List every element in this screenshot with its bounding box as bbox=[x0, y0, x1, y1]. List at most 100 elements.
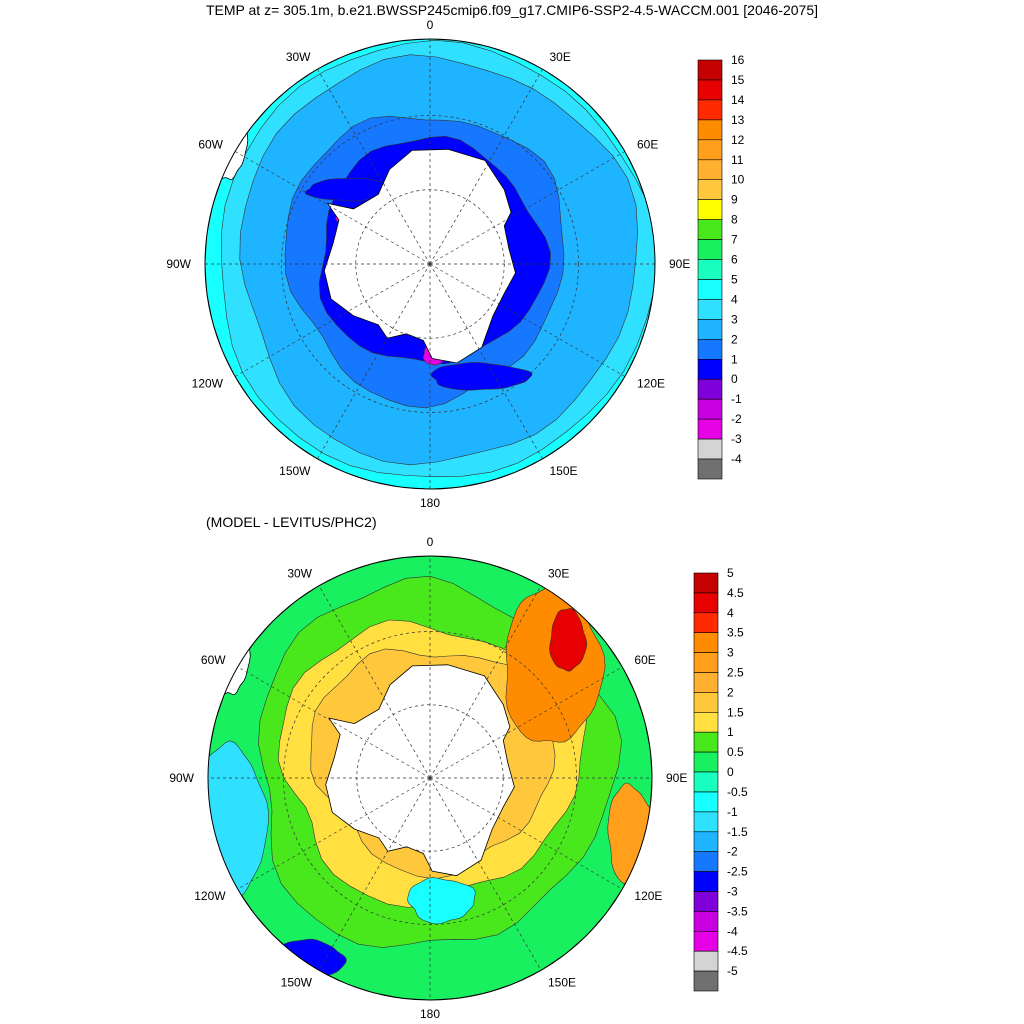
longitude-label: 60E bbox=[634, 653, 655, 667]
colorbar-swatch bbox=[697, 319, 723, 340]
longitude-label: 120W bbox=[192, 377, 224, 391]
colorbar-tick-label: 0 bbox=[731, 372, 738, 386]
colorbar-tick-label: 9 bbox=[731, 193, 738, 207]
colorbar-swatch bbox=[693, 711, 719, 733]
antarctica-land bbox=[323, 148, 516, 364]
colorbar-swatch bbox=[693, 612, 719, 633]
colorbar-swatch bbox=[697, 179, 723, 200]
colorbar-swatch bbox=[693, 672, 719, 693]
meridian-line bbox=[429, 263, 543, 460]
meridian-line bbox=[429, 777, 623, 890]
colorbar-tick-label: -5 bbox=[727, 964, 738, 978]
colorbar-swatch bbox=[693, 572, 719, 594]
longitude-label: 120E bbox=[637, 377, 665, 391]
meridian-line bbox=[317, 68, 431, 265]
colorbar-swatch bbox=[697, 259, 723, 280]
colorbar-swatch bbox=[693, 751, 719, 773]
meridian-line bbox=[429, 777, 542, 971]
colorbar-swatch bbox=[693, 791, 719, 813]
colorbar-swatch bbox=[693, 692, 719, 713]
meridian-line bbox=[429, 666, 623, 779]
colorbar-swatch bbox=[693, 831, 719, 852]
colorbar-swatch bbox=[697, 458, 723, 480]
colorbar-swatch bbox=[693, 911, 719, 932]
colorbar-tick-label: 1.5 bbox=[727, 705, 744, 719]
colorbar-swatch bbox=[697, 418, 723, 440]
meridian-line bbox=[318, 777, 431, 971]
colorbar-tick-label: 0.5 bbox=[727, 745, 744, 759]
longitude-label: 120E bbox=[634, 889, 662, 903]
longitude-label: 150E bbox=[548, 975, 576, 989]
meridian-line bbox=[429, 263, 626, 377]
antarctica-land bbox=[325, 664, 515, 877]
longitude-label: 30W bbox=[287, 567, 312, 581]
sub-title: (MODEL - LEVITUS/PHC2) bbox=[206, 514, 377, 530]
longitude-label: 30E bbox=[548, 567, 569, 581]
colorbar-tick-label: 5 bbox=[727, 566, 734, 580]
colorbar-swatch bbox=[697, 299, 723, 320]
colorbar-tick-label: -1 bbox=[727, 805, 738, 819]
longitude-label: 180 bbox=[420, 1007, 440, 1021]
colorbar-tick-label: 10 bbox=[731, 173, 745, 187]
meridian-line bbox=[234, 151, 431, 265]
colorbar-tick-label: -2 bbox=[731, 412, 742, 426]
colorbar-swatch bbox=[697, 119, 723, 141]
colorbar-tick-label: -0.5 bbox=[727, 785, 748, 799]
colorbar-swatch bbox=[693, 632, 719, 653]
colorbar-tick-label: 3 bbox=[731, 312, 738, 326]
longitude-label: 60E bbox=[637, 138, 658, 152]
colorbar-swatch bbox=[693, 811, 719, 833]
contour-band bbox=[407, 877, 476, 925]
colorbar-2: 5 4.5 4 3.5 3 2.5 2 1.5 1 0.5 0 -0.5 -1 -1.5 -2 -2.5 -3 -… bbox=[693, 566, 748, 992]
map-fill bbox=[205, 39, 655, 489]
colorbar-swatch bbox=[693, 930, 719, 952]
colorbar-tick-label: -3 bbox=[731, 432, 742, 446]
meridian-line bbox=[429, 585, 542, 779]
colorbar-tick-label: -1.5 bbox=[727, 825, 748, 839]
colorbar-tick-label: 2 bbox=[731, 332, 738, 346]
colorbar-swatch bbox=[693, 970, 719, 992]
colorbar-swatch bbox=[697, 199, 723, 220]
colorbar-swatch bbox=[693, 891, 719, 912]
longitude-label: 60W bbox=[201, 653, 226, 667]
longitude-label: 90W bbox=[169, 771, 194, 785]
longitude-label: 0 bbox=[427, 18, 434, 32]
colorbar-tick-label: 16 bbox=[731, 53, 745, 67]
meridian-line bbox=[317, 263, 431, 460]
colorbar-swatch bbox=[697, 358, 723, 380]
longitude-label: 150E bbox=[550, 464, 578, 478]
colorbar-tick-label: -4 bbox=[727, 924, 738, 938]
meridian-line bbox=[237, 666, 431, 779]
meridian-line bbox=[234, 263, 431, 377]
colorbar-tick-label: 0 bbox=[727, 765, 734, 779]
colorbar-swatch bbox=[697, 398, 723, 420]
colorbar-swatch bbox=[697, 139, 723, 161]
longitude-label: 90E bbox=[666, 771, 687, 785]
colorbar-swatch bbox=[693, 950, 719, 972]
longitude-label: 0 bbox=[427, 535, 434, 549]
colorbar-tick-label: 4 bbox=[727, 606, 734, 620]
colorbar-swatch bbox=[697, 99, 723, 121]
longitude-label: 180 bbox=[420, 496, 440, 510]
colorbar-tick-label: -3 bbox=[727, 885, 738, 899]
map-border bbox=[207, 555, 653, 1001]
colorbar-swatch bbox=[697, 219, 723, 240]
colorbar-tick-label: 2 bbox=[727, 685, 734, 699]
colorbar-tick-label: 3 bbox=[727, 646, 734, 660]
longitude-label: 60W bbox=[198, 138, 223, 152]
colorbar-tick-label: -2 bbox=[727, 845, 738, 859]
contour-band bbox=[549, 608, 588, 672]
colorbar-tick-label: 2.5 bbox=[727, 666, 744, 680]
colorbar-tick-label: -1 bbox=[731, 392, 742, 406]
contour-band bbox=[430, 362, 533, 391]
colorbar-swatch bbox=[693, 592, 719, 614]
colorbar-swatch bbox=[697, 338, 723, 360]
colorbar-tick-label: 6 bbox=[731, 253, 738, 267]
meridian-line bbox=[237, 777, 431, 890]
colorbar-swatch bbox=[697, 79, 723, 101]
meridian-line bbox=[429, 68, 543, 265]
colorbar-tick-label: 5 bbox=[731, 273, 738, 287]
graticule bbox=[208, 556, 652, 1000]
